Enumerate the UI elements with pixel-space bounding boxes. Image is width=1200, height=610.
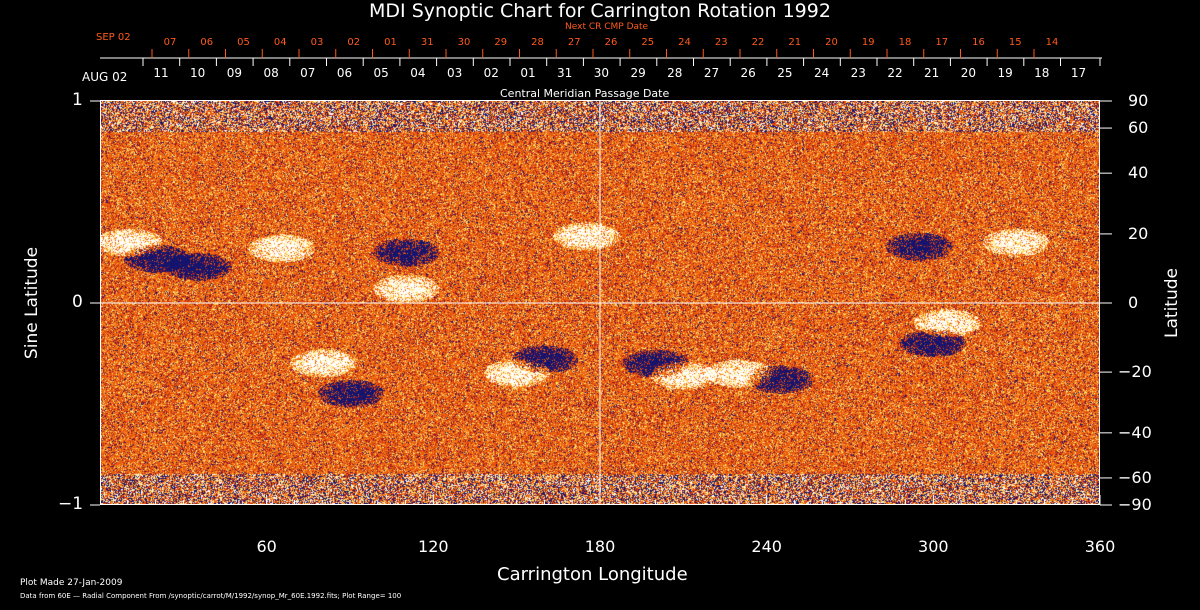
cmp-date-label: 08 — [263, 66, 279, 80]
x-tick-label: 360 — [1084, 537, 1116, 556]
x-tick-label: 180 — [584, 537, 616, 556]
cmp-date-label: 20 — [960, 66, 977, 80]
chart-title: MDI Synoptic Chart for Carrington Rotati… — [369, 0, 831, 22]
next-cmp-date-label: 31 — [420, 37, 434, 48]
x-tick-label: 60 — [256, 537, 277, 556]
y-axis-label-left: Sine Latitude — [22, 246, 42, 360]
x-tick-label: 120 — [418, 537, 449, 556]
y-tick-label-right: −90 — [1118, 495, 1152, 514]
plot-made: Plot Made 27-Jan-2009 — [20, 578, 123, 588]
next-cmp-date-label: 06 — [200, 37, 214, 48]
y-tick-label-right: 60 — [1128, 118, 1149, 138]
next-cmp-date-label: 27 — [567, 37, 581, 48]
y-tick-label-left: −1 — [58, 494, 84, 514]
cmp-date-label: 28 — [667, 66, 683, 80]
cmp-date-label: 06 — [336, 66, 353, 80]
next-cmp-date-label: 28 — [531, 37, 544, 48]
next-cmp-date-label: 29 — [494, 37, 508, 48]
cmp-date-label: 31 — [557, 66, 573, 80]
next-cmp-date-label: 16 — [972, 37, 985, 48]
cmp-date-label: 27 — [703, 66, 720, 80]
next-cmp-date-label: 23 — [714, 37, 728, 48]
next-cmp-date-label: 18 — [898, 37, 912, 48]
cmp-date-label: 09 — [226, 66, 243, 80]
next-cmp-date-label: 03 — [310, 37, 324, 48]
x-axis-label: Carrington Longitude — [497, 564, 688, 585]
y-tick-label-left: 1 — [72, 90, 83, 110]
cmp-date-label: 18 — [1034, 66, 1050, 80]
cmp-date-label: 29 — [630, 66, 646, 80]
next-cmp-date-label: 07 — [163, 37, 177, 48]
next-cmp-date-label: 21 — [788, 37, 802, 48]
next-cmp-date-label: 02 — [347, 37, 361, 48]
y-tick-label-right: 20 — [1128, 223, 1149, 243]
cmp-date-label: 07 — [300, 66, 316, 80]
next-cmp-date-label: 14 — [1045, 37, 1059, 48]
next-cmp-date-label: 20 — [825, 37, 838, 48]
cmp-date-label: 25 — [777, 66, 793, 80]
y-tick-label-right: 0 — [1128, 293, 1139, 312]
next-cmp-date-label: 04 — [273, 37, 287, 48]
next-cmp-date-label: 19 — [861, 37, 875, 48]
y-tick-label-right: −60 — [1118, 467, 1152, 487]
next-cmp-date-label: 15 — [1008, 37, 1022, 48]
cmp-date-label: 02 — [483, 66, 499, 80]
next-cmp-date-label: 30 — [457, 37, 471, 48]
cmp-date-label: 30 — [593, 66, 610, 80]
next-cmp-date-label: 24 — [678, 37, 691, 48]
cmp-date-label: 03 — [446, 66, 463, 80]
cmp-date-label: 17 — [1070, 66, 1087, 80]
cmp-date-label: 22 — [887, 66, 903, 80]
next-axis-start: SEP 02 — [96, 32, 131, 43]
top-axis-start: AUG 02 — [82, 70, 128, 84]
y-tick-label-right: 90 — [1128, 91, 1149, 110]
x-tick-label: 300 — [918, 537, 949, 556]
cmp-date-label: 04 — [410, 66, 426, 80]
next-cmp-date-label: 22 — [751, 37, 765, 48]
y-tick-label-right: −40 — [1118, 422, 1152, 442]
cmp-date-label: 24 — [813, 66, 830, 80]
next-cmp-date-label: 26 — [604, 37, 618, 48]
cmp-date-label: 23 — [850, 66, 866, 80]
data-source: Data from 60E — Radial Component From /s… — [20, 592, 402, 600]
cmp-date-label: 26 — [740, 66, 756, 80]
y-tick-label-left: 0 — [72, 292, 83, 312]
y-tick-label-right: 40 — [1128, 163, 1149, 183]
x-tick-label: 240 — [751, 537, 782, 556]
next-cmp-date-label: 17 — [935, 37, 949, 48]
y-axis-label-right: Latitude — [1162, 268, 1182, 338]
next-axis-label: Next CR CMP Date — [565, 22, 649, 32]
cmp-date-label: 11 — [153, 66, 169, 80]
top-axis-label: Central Meridian Passage Date — [500, 87, 670, 100]
next-cmp-date-label: 01 — [384, 37, 397, 48]
y-tick-label-right: −20 — [1118, 362, 1152, 382]
cmp-date-label: 01 — [520, 66, 536, 80]
next-cmp-date-label: 25 — [641, 37, 655, 48]
cmp-date-label: 19 — [997, 66, 1013, 80]
cmp-date-label: 10 — [190, 66, 206, 80]
cmp-date-label: 05 — [373, 66, 389, 80]
next-cmp-date-label: 05 — [237, 37, 250, 48]
cmp-date-label: 21 — [924, 66, 940, 80]
